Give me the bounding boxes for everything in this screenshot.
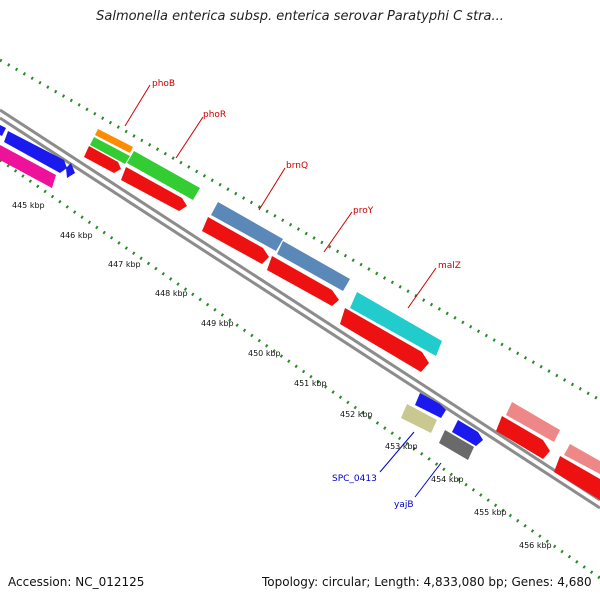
gene-labels: phoB phoR brnQ proY malZ SPC_0413 yajB <box>124 79 461 510</box>
leader-line <box>379 431 415 473</box>
accession-text: Accession: NC_012125 <box>8 575 145 589</box>
leader-line <box>414 462 442 498</box>
gene-arrow-pink[interactable] <box>506 402 560 442</box>
gene-arrow-red[interactable] <box>496 416 550 459</box>
gene-proY[interactable] <box>277 241 350 291</box>
genome-backbone-inner <box>0 116 600 510</box>
gene-arrow-red[interactable] <box>340 308 429 372</box>
map-title: Salmonella enterica subsp. enterica sero… <box>96 9 504 24</box>
ruler-label: 446 kbp <box>60 231 93 240</box>
gene-malZ[interactable] <box>350 292 442 356</box>
ruler-label: 450 kbp <box>248 349 281 358</box>
gene-label: proY <box>353 206 374 216</box>
gene-label: phoB <box>152 79 175 89</box>
ruler-label: 455 kbp <box>474 508 507 517</box>
gene-arrow-magenta[interactable] <box>0 145 56 188</box>
gene-label: yajB <box>394 500 414 510</box>
gene-arrow-blue[interactable] <box>452 420 483 446</box>
gene-label: malZ <box>438 261 461 271</box>
leader-line <box>407 267 437 309</box>
gene-arrow-red[interactable] <box>202 217 269 264</box>
ruler-label: 445 kbp <box>12 201 45 210</box>
inner-ruler-ticks <box>0 158 600 580</box>
gene-label: SPC_0413 <box>332 474 377 484</box>
ruler-label: 452 kbp <box>340 410 373 419</box>
features-main[interactable] <box>84 129 442 372</box>
gene-label: phoR <box>203 110 226 120</box>
ruler-label: 448 kbp <box>155 289 188 298</box>
genome-backbone-outer <box>0 108 600 502</box>
summary-text: Topology: circular; Length: 4,833,080 bp… <box>262 575 592 589</box>
gene-phoB-green[interactable] <box>90 137 130 164</box>
gene-arrow-pink[interactable] <box>564 444 600 474</box>
gene-arrow-red[interactable] <box>84 146 121 173</box>
gene-brnQ[interactable] <box>211 202 283 251</box>
features-lower[interactable] <box>401 393 600 500</box>
leader-line <box>124 84 151 127</box>
outer-ruler-ticks <box>0 58 600 402</box>
ruler-label: 447 kbp <box>108 260 141 269</box>
leader-line <box>323 211 353 253</box>
ruler-label: 449 kbp <box>201 319 234 328</box>
gene-phoR-green[interactable] <box>127 151 200 200</box>
gene-arrow-blue[interactable] <box>415 393 446 418</box>
gene-arrow-blue[interactable] <box>4 131 67 173</box>
gene-arrow-red[interactable] <box>267 256 339 306</box>
ruler-label: 451 kbp <box>294 379 327 388</box>
leader-line <box>258 167 286 211</box>
ruler-label: 454 kbp <box>431 475 464 484</box>
gene-phoB-orange[interactable] <box>95 129 133 153</box>
gene-SPC_0413[interactable] <box>401 404 437 433</box>
gene-arrow-blue-small[interactable] <box>66 163 75 178</box>
gene-arrow-red[interactable] <box>554 456 600 500</box>
gene-arrow-blue[interactable] <box>0 125 6 136</box>
ruler-label: 456 kbp <box>519 541 552 550</box>
gene-label: brnQ <box>286 161 308 171</box>
gene-arrow-red[interactable] <box>121 167 187 211</box>
gene-yajB[interactable] <box>439 430 474 460</box>
leader-line <box>175 116 204 159</box>
features-left[interactable] <box>0 125 75 188</box>
